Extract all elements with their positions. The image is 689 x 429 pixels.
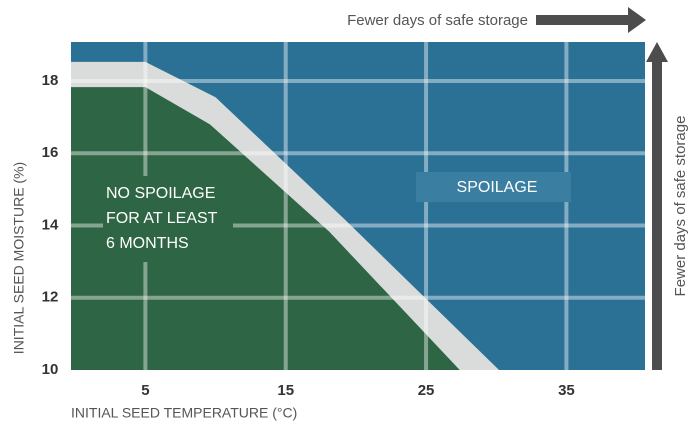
x-tick-label: 5: [141, 382, 149, 399]
x-tick-label: 15: [277, 382, 294, 399]
y-arrow: [646, 42, 668, 370]
region-label: 6 MONTHS: [106, 235, 189, 252]
x-tick-label: 25: [418, 382, 435, 399]
x-tick-label: 35: [558, 382, 575, 399]
area: [71, 87, 460, 371]
y-tick-label: 12: [42, 289, 59, 306]
y-tick-label: 18: [42, 72, 59, 89]
x-arrow: [536, 7, 646, 33]
x-arrow-label: Fewer days of safe storage: [347, 12, 528, 29]
region-label: SPOILAGE: [457, 179, 538, 196]
region-label: NO SPOILAGE: [106, 185, 215, 202]
y-tick-label: 16: [42, 144, 59, 161]
y-axis-label: INITIAL SEED MOISTURE (%): [11, 162, 27, 354]
region-label: FOR AT LEAST: [106, 210, 218, 227]
y-tick-label: 10: [42, 361, 59, 378]
region-label-box: [103, 176, 233, 262]
y-arrow-label: Fewer days of safe storage: [672, 116, 689, 297]
y-tick-label: 14: [42, 216, 59, 233]
x-axis-label: INITIAL SEED TEMPERATURE (°C): [71, 405, 297, 421]
region-label-box: [416, 172, 571, 202]
